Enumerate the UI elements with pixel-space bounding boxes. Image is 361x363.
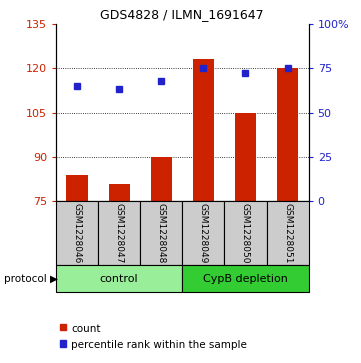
Bar xyxy=(109,184,130,201)
Bar xyxy=(277,68,298,201)
Bar xyxy=(193,59,214,201)
Text: CypB depletion: CypB depletion xyxy=(203,274,288,284)
Text: GSM1228050: GSM1228050 xyxy=(241,203,250,264)
Bar xyxy=(235,113,256,201)
Bar xyxy=(266,201,309,265)
Bar xyxy=(66,175,87,201)
Bar xyxy=(225,201,266,265)
Text: control: control xyxy=(100,274,138,284)
Bar xyxy=(151,157,172,201)
Bar xyxy=(182,265,309,292)
Text: count: count xyxy=(71,323,101,334)
Bar xyxy=(56,201,98,265)
Bar xyxy=(140,201,182,265)
Text: GSM1228049: GSM1228049 xyxy=(199,203,208,264)
Bar xyxy=(56,265,182,292)
Title: GDS4828 / ILMN_1691647: GDS4828 / ILMN_1691647 xyxy=(100,8,264,21)
Text: percentile rank within the sample: percentile rank within the sample xyxy=(71,340,247,350)
Text: GSM1228048: GSM1228048 xyxy=(157,203,166,264)
Bar xyxy=(182,201,225,265)
Bar xyxy=(98,201,140,265)
Text: GSM1228051: GSM1228051 xyxy=(283,203,292,264)
Text: protocol ▶: protocol ▶ xyxy=(4,274,58,284)
Text: GSM1228047: GSM1228047 xyxy=(115,203,123,264)
Text: GSM1228046: GSM1228046 xyxy=(73,203,82,264)
